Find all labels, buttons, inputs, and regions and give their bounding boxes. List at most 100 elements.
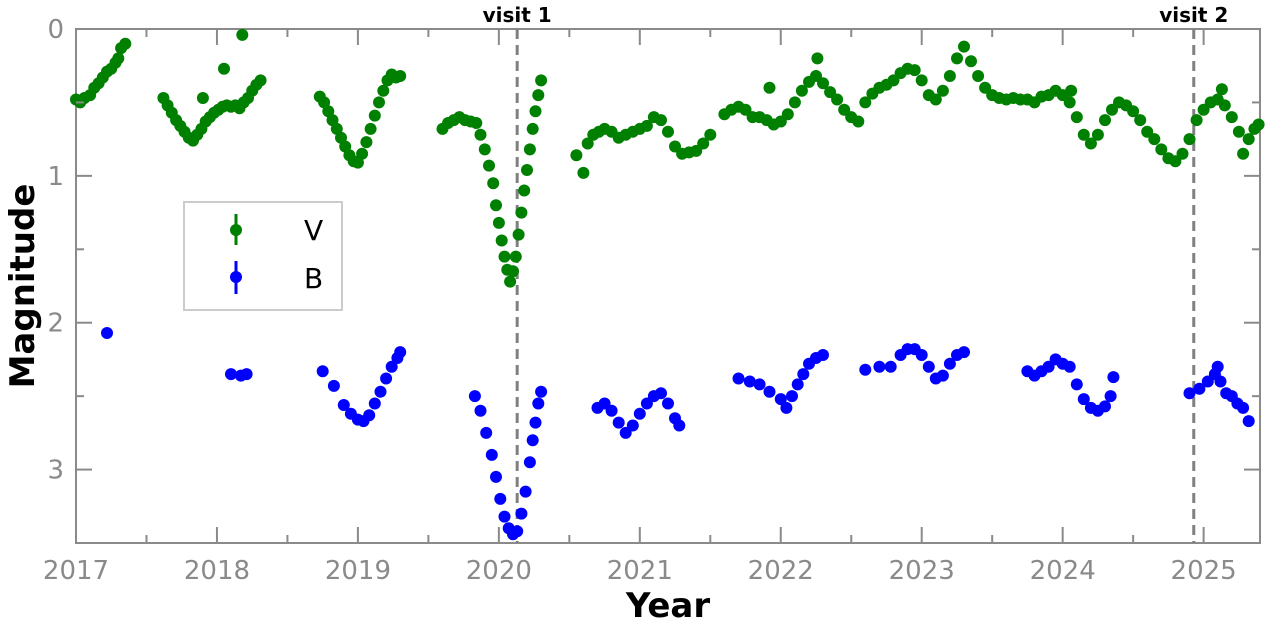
data-point-v (1134, 114, 1147, 127)
data-point-v (1084, 137, 1097, 150)
data-point-v (364, 122, 377, 135)
data-point-b (732, 372, 745, 385)
data-point-v (831, 93, 844, 106)
data-point-v (478, 143, 491, 156)
legend-v-marker (230, 224, 242, 236)
data-point-v (1215, 83, 1228, 96)
data-point-v (470, 117, 483, 129)
x-tick-label: 2018 (184, 556, 250, 586)
data-point-v (943, 70, 956, 82)
data-point-b (743, 375, 756, 388)
y-tick-label: 2 (47, 309, 64, 339)
data-point-v (852, 115, 865, 128)
data-point-v (492, 216, 505, 229)
series-b (101, 327, 1255, 541)
data-point-b (1107, 371, 1120, 384)
data-point-v (507, 265, 519, 278)
data-point-b (523, 456, 536, 469)
data-point-v (859, 96, 872, 109)
data-point-v (373, 96, 385, 109)
x-tick-label: 2024 (1030, 556, 1096, 586)
data-point-v (498, 250, 511, 263)
data-point-b (1063, 360, 1076, 373)
x-tick-label: 2019 (325, 556, 391, 586)
data-point-b (519, 485, 532, 498)
data-point-v (763, 81, 776, 94)
data-point-b (368, 397, 381, 410)
data-point-v (979, 81, 992, 94)
plot-area: visit 1 visit 2 (70, 3, 1265, 544)
data-point-v (490, 199, 502, 212)
series-v (70, 28, 1265, 288)
data-point-v (972, 70, 985, 82)
data-point-v (1063, 96, 1076, 109)
legend-v-label: V (304, 214, 323, 247)
data-point-b (494, 492, 507, 505)
data-point-b (633, 407, 646, 420)
data-point-v (570, 149, 583, 162)
data-point-v (929, 93, 942, 106)
x-tick-label: 2021 (607, 556, 673, 586)
data-point-v (1091, 128, 1104, 141)
data-point-v (1127, 105, 1140, 118)
data-point-v (377, 84, 390, 97)
data-point-b (673, 419, 686, 432)
data-point-v (504, 275, 517, 288)
data-point-b (515, 507, 528, 520)
data-point-b (774, 393, 787, 406)
data-point-b (327, 379, 340, 392)
data-point-v (532, 89, 545, 102)
data-point-b (374, 385, 387, 398)
data-point-v (817, 77, 829, 90)
data-point-b (394, 346, 407, 359)
data-point-v (236, 28, 249, 41)
data-point-b (490, 470, 502, 483)
data-point-b (526, 434, 539, 447)
data-point-v (487, 177, 500, 190)
data-point-v (915, 74, 928, 87)
data-point-v (1183, 133, 1196, 146)
data-point-v (509, 250, 522, 263)
data-point-b (1214, 375, 1227, 388)
data-point-v (1218, 99, 1231, 112)
data-point-b (485, 448, 498, 461)
y-tick-label: 0 (47, 15, 64, 45)
data-point-b (498, 510, 511, 523)
data-point-v (1169, 155, 1182, 168)
data-point-v (577, 166, 590, 179)
data-point-b (337, 399, 350, 411)
data-point-v (1237, 147, 1250, 160)
data-point-b (225, 368, 237, 381)
data-point-v (781, 108, 794, 121)
data-series (70, 28, 1265, 541)
data-point-v (581, 137, 594, 150)
data-point-b (101, 327, 113, 339)
data-point-v (523, 143, 536, 156)
data-point-v (1070, 111, 1083, 124)
data-point-b (605, 404, 618, 417)
data-point-v (512, 228, 525, 241)
data-point-b (763, 385, 776, 398)
data-point-b (791, 378, 804, 391)
legend-b-label: B (304, 262, 323, 295)
data-point-v (529, 105, 542, 118)
data-point-b (922, 360, 935, 373)
data-point-b (532, 397, 545, 410)
data-point-b (884, 360, 897, 373)
data-point-b (316, 365, 329, 378)
data-point-b (1099, 400, 1111, 413)
data-point-b (612, 416, 625, 429)
data-point-v (908, 64, 921, 77)
data-point-b (780, 401, 793, 414)
data-point-b (1193, 382, 1206, 395)
data-point-b (1237, 401, 1250, 414)
data-point-v (526, 122, 539, 135)
data-point-v (965, 55, 977, 68)
data-point-b (662, 397, 674, 410)
data-point-v (1252, 118, 1265, 131)
data-point-v (1242, 133, 1255, 146)
data-point-v (1190, 114, 1203, 127)
data-point-v (958, 40, 970, 53)
data-point-v (1225, 111, 1238, 124)
